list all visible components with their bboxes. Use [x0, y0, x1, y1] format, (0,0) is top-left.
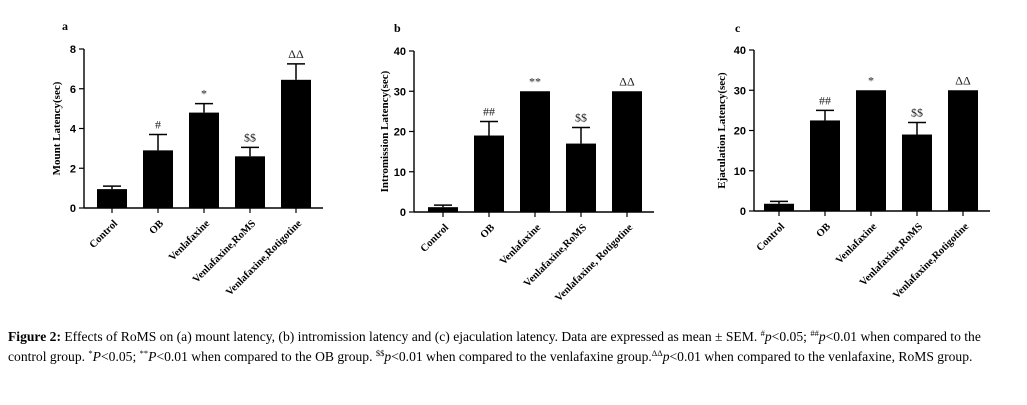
significance-label: $$	[911, 105, 923, 119]
bar	[474, 135, 504, 212]
x-tick-label: Control	[88, 218, 120, 250]
y-tick-label: 4	[70, 124, 77, 136]
bar	[97, 189, 127, 208]
caption-text: <0.05;	[771, 329, 811, 344]
caption-sup: **	[139, 348, 149, 358]
y-tick-label: 10	[734, 166, 746, 178]
figure-caption: Figure 2: Effects of RoMS on (a) mount l…	[8, 327, 1020, 367]
caption-p: P	[92, 349, 101, 364]
y-axis-label: Mount Latency(sec)	[51, 81, 63, 175]
y-tick-label: 30	[394, 86, 406, 98]
y-tick-label: 40	[734, 45, 746, 57]
caption-text: <0.01 when compared to the venlafaxine g…	[391, 349, 652, 364]
significance-label: ΔΔ	[619, 74, 635, 88]
significance-label: $$	[244, 130, 256, 144]
y-tick-label: 20	[394, 127, 406, 139]
x-tick-label: OB	[148, 218, 167, 237]
bar	[281, 79, 311, 209]
chart-mount-latency: a 0 2 4 6 8 Mount Latency(sec) Control # OB * Venla…	[51, 19, 323, 298]
bar	[143, 150, 173, 208]
caption-text: <0.01 when compared to the control group…	[8, 329, 981, 364]
significance-label: *	[868, 73, 874, 87]
bar	[235, 156, 265, 208]
x-tick-label: OB	[479, 222, 498, 241]
x-tick-label: Venlafaxine, Rotigotine	[553, 222, 635, 304]
caption-sup: $$	[375, 348, 385, 358]
significance-label: **	[529, 74, 541, 88]
caption-text: <0.01 when compared to the venlafaxine, …	[669, 349, 973, 364]
caption-text: Effects of RoMS on (a) mount latency, (b…	[60, 329, 761, 344]
x-tick-label: OB	[815, 221, 834, 240]
bar	[566, 143, 596, 212]
bar	[810, 120, 840, 211]
bar	[520, 91, 550, 212]
bar	[902, 134, 932, 211]
figure-label: Figure 2:	[8, 329, 61, 344]
significance-label: $$	[575, 110, 587, 124]
caption-p: p	[818, 329, 826, 344]
bar	[948, 90, 978, 211]
caption-sup: *	[88, 348, 93, 358]
significance-label: ΔΔ	[288, 47, 304, 61]
x-tick-label: Control	[419, 222, 451, 254]
chart-ejaculation-latency: c 0 10 20 30 40 Ejaculation Latency(sec) Contro…	[716, 21, 990, 301]
y-tick-label: 20	[734, 126, 746, 138]
bar	[428, 207, 458, 212]
x-tick-label: Venlafaxine,Rotigotine	[891, 221, 971, 301]
x-tick-label: Venlafaxine	[498, 222, 543, 267]
caption-sup: #	[760, 328, 765, 338]
significance-label: ##	[819, 93, 831, 107]
y-tick-label: 0	[400, 207, 406, 219]
significance-label: #	[155, 117, 161, 131]
y-axis-label: Ejaculation Latency(sec)	[716, 72, 728, 189]
y-tick-label: 0	[70, 203, 76, 215]
caption-p: P	[148, 349, 157, 364]
y-tick-label: 2	[70, 163, 76, 175]
bar	[612, 91, 642, 212]
caption-p: p	[764, 329, 772, 344]
y-tick-label: 30	[734, 85, 746, 97]
y-tick-label: 40	[394, 46, 406, 58]
y-tick-label: 0	[740, 206, 746, 218]
significance-label: ##	[483, 104, 495, 118]
bar	[856, 90, 886, 211]
panel-label: b	[394, 21, 401, 35]
significance-label: *	[201, 87, 207, 101]
figure-panels: a 0 2 4 6 8 Mount Latency(sec) Control # OB * Venla…	[51, 19, 990, 304]
bar	[764, 203, 794, 211]
x-tick-label: Control	[755, 221, 787, 253]
significance-label: ΔΔ	[955, 73, 971, 87]
y-tick-label: 8	[70, 44, 76, 56]
x-tick-label: Venlafaxine,Rotigotine	[224, 218, 304, 298]
y-tick-label: 6	[70, 84, 76, 96]
caption-sup: ΔΔ	[651, 348, 663, 358]
bar	[189, 112, 219, 208]
panel-label: a	[62, 19, 68, 33]
caption-sup: ##	[810, 328, 819, 338]
caption-text: <0.05;	[100, 349, 140, 364]
panel-label: c	[735, 21, 741, 35]
caption-p: p	[662, 349, 670, 364]
y-axis-label: Intromission Latency(sec)	[379, 70, 391, 192]
x-tick-label: Venlafaxine	[834, 221, 879, 266]
caption-p: p	[384, 349, 392, 364]
y-tick-label: 10	[394, 167, 406, 179]
x-tick-label: Venlafaxine	[167, 218, 212, 263]
caption-text: <0.01 when compared to the OB group.	[156, 349, 376, 364]
